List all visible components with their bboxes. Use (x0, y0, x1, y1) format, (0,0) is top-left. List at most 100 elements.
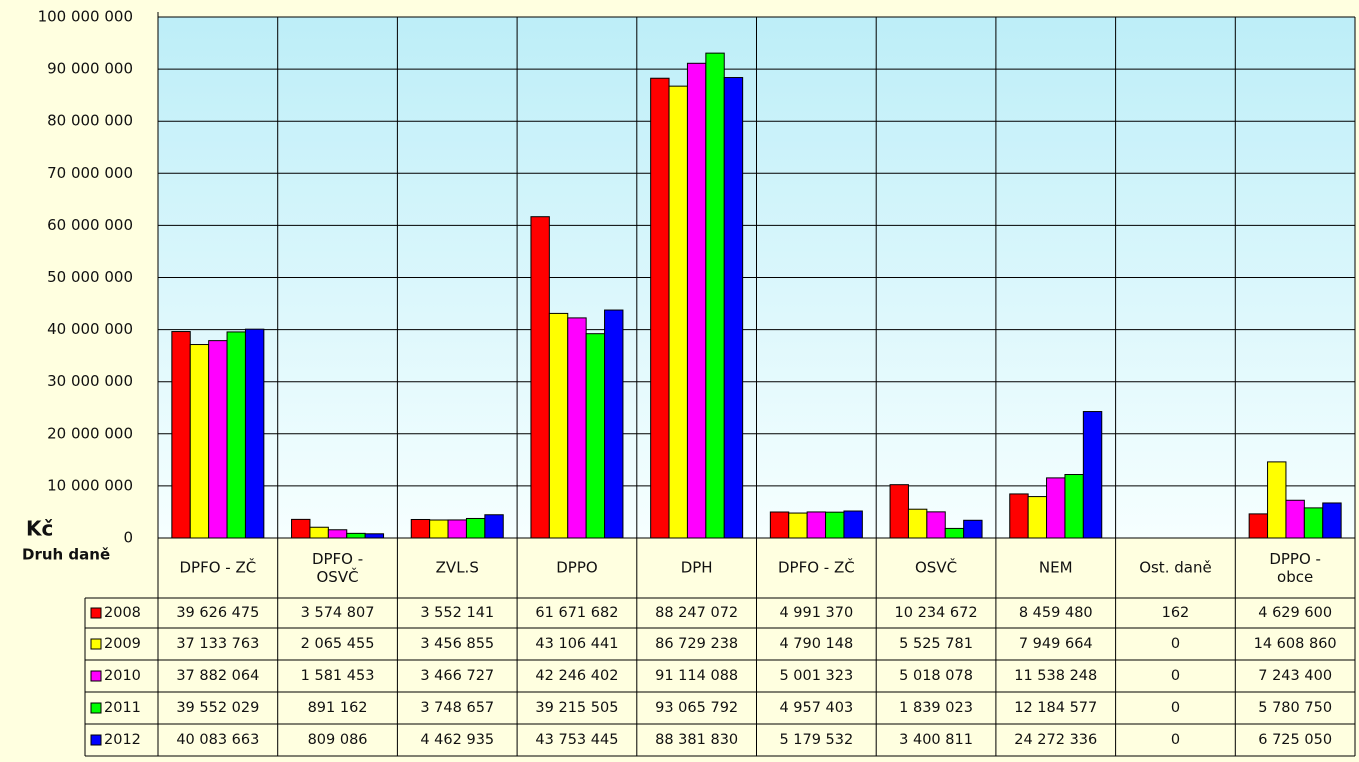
y-tick-label: 10 000 000 (47, 476, 133, 494)
bar (1064, 474, 1084, 539)
bar (530, 216, 550, 539)
bar (364, 533, 385, 539)
bar (650, 77, 670, 539)
data-label: 3 456 855 (420, 636, 494, 652)
legend-swatch (90, 607, 102, 619)
y-tick-label: 30 000 000 (47, 372, 133, 390)
data-label: 2 065 455 (301, 636, 375, 652)
bar (705, 52, 725, 539)
bar (208, 340, 228, 539)
data-label: 5 780 750 (1258, 700, 1332, 716)
data-label: 3 400 811 (899, 732, 973, 748)
bar (171, 331, 191, 539)
y-tick-label: 100 000 000 (38, 8, 133, 26)
axis-label: Kč (26, 517, 53, 541)
bar (585, 333, 606, 539)
bar (327, 529, 348, 539)
bar (907, 508, 928, 539)
bar (429, 519, 449, 539)
bar (447, 519, 467, 539)
bar (309, 526, 329, 539)
legend-swatch (90, 734, 102, 746)
data-label: 4 790 148 (779, 636, 853, 652)
data-label: 0 (1171, 732, 1180, 748)
bar (668, 85, 688, 539)
data-label: 93 065 792 (655, 700, 738, 716)
data-label: 6 725 050 (1258, 732, 1332, 748)
data-label: 39 215 505 (535, 700, 618, 716)
bar (548, 312, 569, 539)
data-label: 1 839 023 (899, 700, 973, 716)
data-label: 5 179 532 (779, 732, 853, 748)
bar (567, 317, 587, 539)
data-label: 61 671 682 (535, 605, 618, 621)
bar (1082, 411, 1103, 539)
data-label: 12 184 577 (1014, 700, 1097, 716)
x-tick-label: DPPO (556, 559, 597, 577)
bar (944, 527, 965, 539)
bar (1009, 493, 1029, 539)
data-label: 91 114 088 (655, 668, 738, 684)
data-label: 0 (1171, 636, 1180, 652)
bar (189, 344, 210, 539)
data-label: 4 957 403 (779, 700, 853, 716)
legend-swatch (90, 702, 102, 714)
legend-label: 2012 (104, 732, 141, 748)
bar (1322, 502, 1342, 539)
x-tick-label: OSVČ (915, 558, 957, 577)
legend-label: 2010 (104, 668, 141, 684)
data-label: 4 629 600 (1258, 605, 1332, 621)
legend-label: 2008 (104, 605, 141, 621)
legend-swatch (90, 670, 102, 682)
data-label: 3 552 141 (420, 605, 494, 621)
data-label: 43 753 445 (535, 732, 618, 748)
data-label: 0 (1171, 668, 1180, 684)
data-label: 7 243 400 (1258, 668, 1332, 684)
bar (686, 62, 707, 539)
bar (769, 511, 790, 539)
legend-swatch (90, 638, 102, 650)
x-tick-label: DPPO -obce (1269, 550, 1321, 586)
bar (806, 511, 827, 539)
data-label: 43 106 441 (535, 636, 618, 652)
data-label: 14 608 860 (1254, 636, 1337, 652)
y-tick-label: 80 000 000 (47, 112, 133, 130)
data-label: 40 083 663 (176, 732, 259, 748)
y-tick-label: 90 000 000 (47, 60, 133, 78)
bar (723, 77, 744, 539)
bar (1267, 461, 1287, 539)
bar (244, 328, 265, 539)
table-header: Druh daně (22, 546, 110, 564)
bar (484, 514, 504, 539)
data-label: 37 133 763 (176, 636, 259, 652)
data-label: 88 247 072 (655, 605, 738, 621)
data-label: 5 001 323 (779, 668, 853, 684)
data-label: 24 272 336 (1014, 732, 1097, 748)
bar (889, 484, 909, 539)
data-label: 7 949 664 (1019, 636, 1093, 652)
data-label: 5 018 078 (899, 668, 973, 684)
bar (1027, 496, 1048, 539)
data-label: 0 (1171, 700, 1180, 716)
x-tick-label: Ost. daně (1139, 559, 1212, 577)
y-tick-label: 0 (123, 529, 133, 547)
bar (1046, 477, 1066, 539)
x-tick-label: DPFO - ZČ (179, 558, 256, 577)
x-tick-label: DPFO - ZČ (778, 558, 855, 577)
data-label: 891 162 (308, 700, 368, 716)
data-label: 10 234 672 (895, 605, 978, 621)
data-label: 1 581 453 (301, 668, 375, 684)
bar (291, 518, 311, 539)
x-tick-label: NEM (1039, 559, 1073, 577)
x-tick-label: DPFO -OSVČ (312, 550, 363, 586)
y-tick-label: 20 000 000 (47, 424, 133, 442)
x-tick-label: DPH (681, 559, 713, 577)
data-label: 39 626 475 (176, 605, 259, 621)
data-label: 3 574 807 (301, 605, 375, 621)
y-tick-label: 60 000 000 (47, 216, 133, 234)
legend-label: 2011 (104, 700, 141, 716)
x-tick-label: ZVL.S (436, 559, 479, 577)
data-label: 42 246 402 (535, 668, 618, 684)
data-label: 37 882 064 (176, 668, 259, 684)
